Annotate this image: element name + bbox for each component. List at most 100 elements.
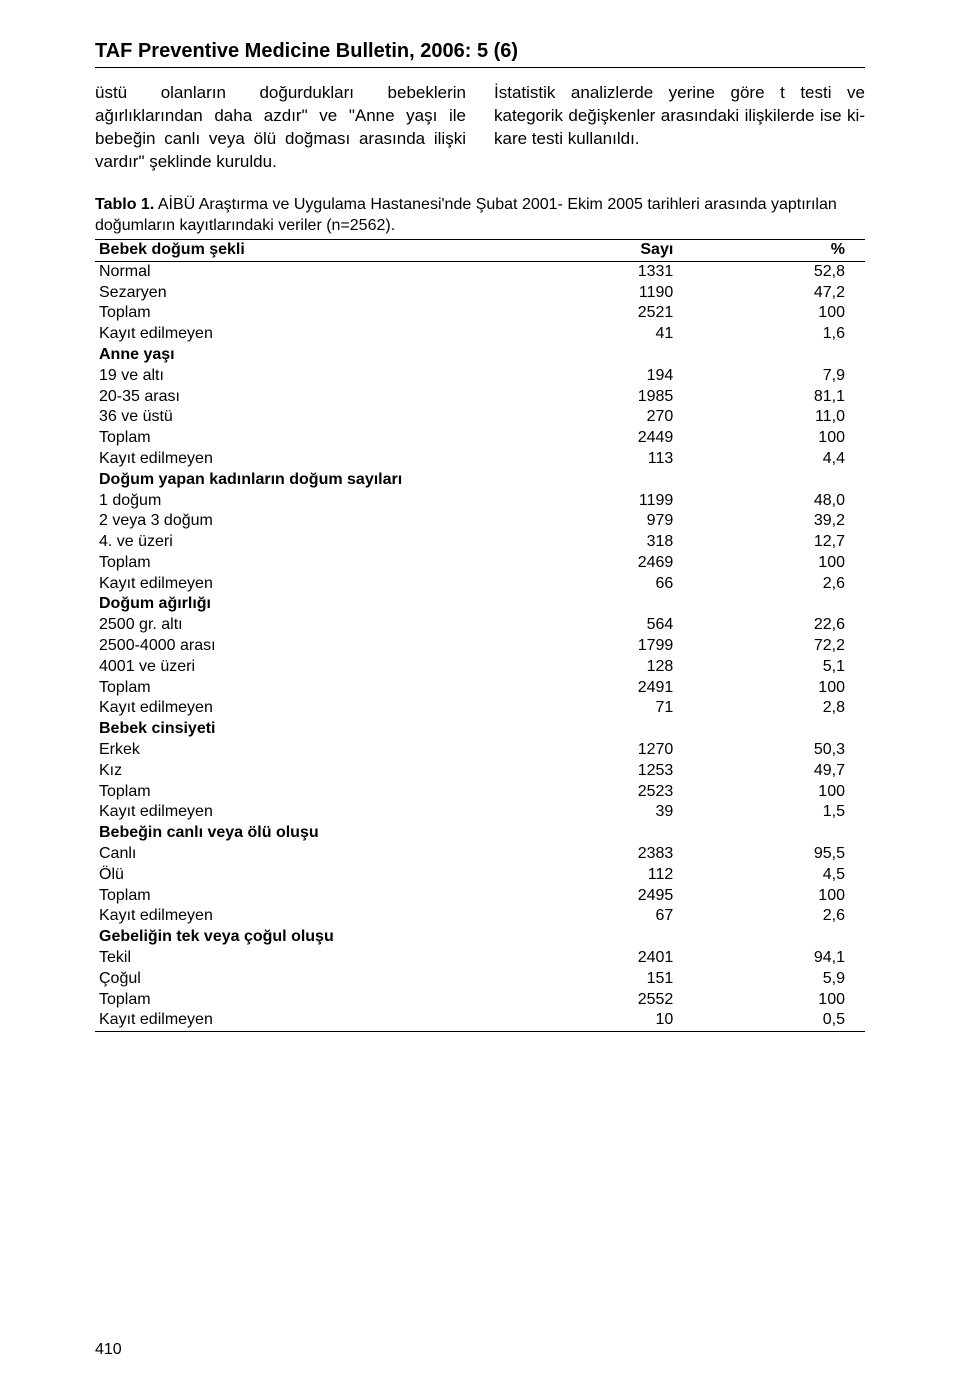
table-row: Kayıt edilmeyen1134,4 (95, 449, 865, 470)
row-pct: 2,6 (703, 574, 865, 595)
row-count: 2523 (542, 782, 704, 803)
row-label: Toplam (95, 303, 542, 324)
table-row: 4001 ve üzeri1285,1 (95, 657, 865, 678)
row-label: Toplam (95, 782, 542, 803)
table-row: Sezaryen119047,2 (95, 283, 865, 304)
row-count: 39 (542, 802, 704, 823)
row-label: Kayıt edilmeyen (95, 698, 542, 719)
row-label: Kayıt edilmeyen (95, 906, 542, 927)
row-label: Kayıt edilmeyen (95, 802, 542, 823)
table-row: Toplam2495100 (95, 886, 865, 907)
table-caption: Tablo 1. AİBÜ Araştırma ve Uygulama Hast… (95, 194, 865, 237)
row-count: 2495 (542, 886, 704, 907)
row-pct: 100 (703, 553, 865, 574)
row-count: 112 (542, 865, 704, 886)
table-row: Kayıt edilmeyen100,5 (95, 1010, 865, 1031)
row-label: Toplam (95, 428, 542, 449)
table-row: 2500-4000 arası179972,2 (95, 636, 865, 657)
section-header-row: Doğum ağırlığı (95, 594, 865, 615)
table-row: 4. ve üzeri31812,7 (95, 532, 865, 553)
table-row: Tekil240194,1 (95, 948, 865, 969)
table-row: Kayıt edilmeyen672,6 (95, 906, 865, 927)
row-label: 19 ve altı (95, 366, 542, 387)
row-pct: 100 (703, 782, 865, 803)
table-row: Kayıt edilmeyen391,5 (95, 802, 865, 823)
row-count: 113 (542, 449, 704, 470)
section-header-row: Gebeliğin tek veya çoğul oluşu (95, 927, 865, 948)
row-label: Sezaryen (95, 283, 542, 304)
section-header: Bebek cinsiyeti (95, 719, 865, 740)
row-count: 1190 (542, 283, 704, 304)
left-column-text: üstü olanların doğurdukları bebeklerin a… (95, 82, 466, 174)
row-pct: 50,3 (703, 740, 865, 761)
row-pct: 5,9 (703, 969, 865, 990)
page-number: 410 (95, 1341, 122, 1359)
row-count: 41 (542, 324, 704, 345)
row-label: 2 veya 3 doğum (95, 511, 542, 532)
row-label: Kayıt edilmeyen (95, 324, 542, 345)
table-row: 19 ve altı1947,9 (95, 366, 865, 387)
row-count: 151 (542, 969, 704, 990)
row-pct: 2,8 (703, 698, 865, 719)
table-row: Canlı238395,5 (95, 844, 865, 865)
table-row: Çoğul1515,9 (95, 969, 865, 990)
row-count: 66 (542, 574, 704, 595)
section-header: Bebeğin canlı veya ölü oluşu (95, 823, 865, 844)
table-row: Kayıt edilmeyen712,8 (95, 698, 865, 719)
row-pct: 95,5 (703, 844, 865, 865)
table-row: Ölü1124,5 (95, 865, 865, 886)
row-count: 2521 (542, 303, 704, 324)
row-label: Canlı (95, 844, 542, 865)
row-pct: 1,6 (703, 324, 865, 345)
row-pct: 94,1 (703, 948, 865, 969)
body-columns: üstü olanların doğurdukları bebeklerin a… (95, 82, 865, 174)
row-count: 2469 (542, 553, 704, 574)
row-pct: 11,0 (703, 407, 865, 428)
section-header: Anne yaşı (95, 345, 865, 366)
row-label: Toplam (95, 553, 542, 574)
row-label: Toplam (95, 678, 542, 699)
row-count: 1253 (542, 761, 704, 782)
row-label: 1 doğum (95, 491, 542, 512)
row-pct: 100 (703, 428, 865, 449)
table-label: Tablo 1. (95, 196, 154, 213)
row-count: 71 (542, 698, 704, 719)
row-pct: 100 (703, 886, 865, 907)
row-label: 20-35 arası (95, 387, 542, 408)
row-label: Erkek (95, 740, 542, 761)
row-count: 10 (542, 1010, 704, 1031)
page: TAF Preventive Medicine Bulletin, 2006: … (0, 0, 960, 1389)
row-count: 1199 (542, 491, 704, 512)
table-caption-text: AİBÜ Araştırma ve Uygulama Hastanesi'nde… (95, 196, 837, 235)
row-pct: 4,5 (703, 865, 865, 886)
data-table: Bebek doğum şekli Sayı % Normal133152,8S… (95, 239, 865, 1032)
row-pct: 48,0 (703, 491, 865, 512)
table-row: 36 ve üstü27011,0 (95, 407, 865, 428)
right-column-text: İstatistik analizlerde yerine göre t tes… (494, 82, 865, 174)
row-pct: 5,1 (703, 657, 865, 678)
table-row: Toplam2521100 (95, 303, 865, 324)
header-rule (95, 67, 865, 68)
row-count: 979 (542, 511, 704, 532)
row-pct: 49,7 (703, 761, 865, 782)
row-count: 2552 (542, 990, 704, 1011)
table-row: Toplam2491100 (95, 678, 865, 699)
row-count: 128 (542, 657, 704, 678)
row-pct: 7,9 (703, 366, 865, 387)
row-count: 564 (542, 615, 704, 636)
row-label: 2500-4000 arası (95, 636, 542, 657)
table-row: Toplam2552100 (95, 990, 865, 1011)
table-row: Kayıt edilmeyen411,6 (95, 324, 865, 345)
row-count: 1331 (542, 261, 704, 282)
row-label: Kayıt edilmeyen (95, 449, 542, 470)
row-count: 1270 (542, 740, 704, 761)
table-row: Kayıt edilmeyen662,6 (95, 574, 865, 595)
row-count: 1985 (542, 387, 704, 408)
row-label: Çoğul (95, 969, 542, 990)
table-row: 1 doğum119948,0 (95, 491, 865, 512)
row-label: Tekil (95, 948, 542, 969)
row-pct: 22,6 (703, 615, 865, 636)
row-count: 1799 (542, 636, 704, 657)
row-pct: 4,4 (703, 449, 865, 470)
row-label: Kız (95, 761, 542, 782)
